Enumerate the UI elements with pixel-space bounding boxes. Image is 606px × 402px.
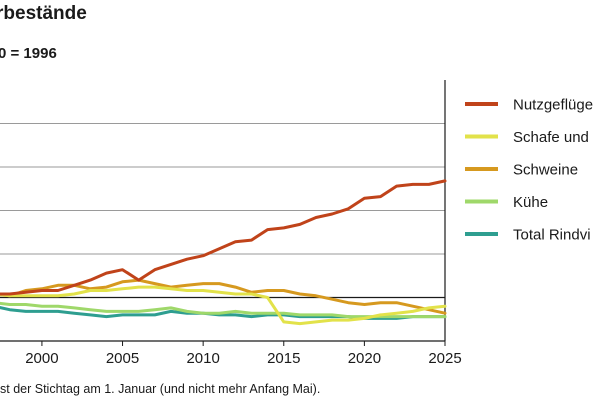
series-lines bbox=[0, 179, 447, 326]
series-line-schweine bbox=[0, 278, 447, 315]
legend-label-total-rindvieh: Total Rindvi bbox=[513, 227, 591, 244]
gridlines bbox=[0, 123, 445, 299]
series-line-nutzgefl-gel bbox=[0, 179, 447, 296]
chart-title: rbestände bbox=[0, 3, 87, 24]
series-line-schafe bbox=[0, 285, 447, 326]
x-tick-label: 2015 bbox=[267, 350, 300, 367]
x-tick-label: 2010 bbox=[186, 350, 219, 367]
legend-label-schafe: Schafe und bbox=[513, 129, 589, 146]
footnote: st der Stichtag am 1. Januar (und nicht … bbox=[0, 382, 320, 396]
x-tick-label: 2005 bbox=[106, 350, 139, 367]
plot-frame bbox=[0, 80, 446, 342]
chart-subtitle: 0 = 1996 bbox=[0, 45, 57, 62]
x-tick-label: 2000 bbox=[25, 350, 58, 367]
x-axis-ticks: 2000 2005 2010 2015 2020 2025 bbox=[25, 341, 462, 367]
legend-label-schweine: Schweine bbox=[513, 162, 578, 179]
x-tick-label: 2025 bbox=[428, 350, 461, 367]
x-tick-label: 2020 bbox=[348, 350, 381, 367]
legend-label-nutzgefl-gel: Nutzgeflüge bbox=[513, 97, 593, 114]
legend-label-k-he: Kühe bbox=[513, 194, 548, 211]
legend: Nutzgeflüge Schafe und Schweine Kühe Total R… bbox=[465, 97, 593, 244]
